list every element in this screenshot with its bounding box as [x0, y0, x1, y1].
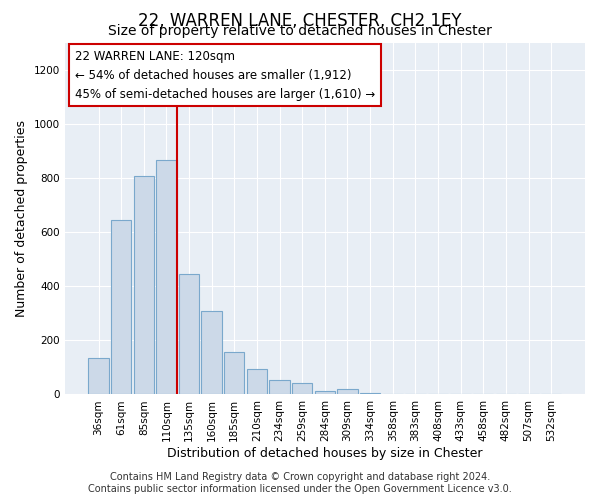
Text: 22 WARREN LANE: 120sqm
← 54% of detached houses are smaller (1,912)
45% of semi-: 22 WARREN LANE: 120sqm ← 54% of detached… [75, 50, 376, 100]
Bar [111, 220, 131, 394]
Bar [247, 368, 267, 394]
Text: Size of property relative to detached houses in Chester: Size of property relative to detached ho… [108, 24, 492, 38]
Text: Contains HM Land Registry data © Crown copyright and database right 2024.
Contai: Contains HM Land Registry data © Crown c… [88, 472, 512, 494]
Bar [134, 176, 154, 394]
Bar [179, 274, 199, 394]
X-axis label: Distribution of detached houses by size in Chester: Distribution of detached houses by size … [167, 447, 482, 460]
Bar [156, 160, 176, 394]
Bar [224, 352, 244, 395]
Bar [269, 380, 290, 394]
Bar [337, 388, 358, 394]
Bar [314, 390, 335, 394]
Y-axis label: Number of detached properties: Number of detached properties [15, 120, 28, 317]
Bar [202, 310, 222, 394]
Bar [88, 358, 109, 395]
Bar [360, 393, 380, 394]
Text: 22, WARREN LANE, CHESTER, CH2 1EY: 22, WARREN LANE, CHESTER, CH2 1EY [138, 12, 462, 30]
Bar [292, 383, 313, 394]
